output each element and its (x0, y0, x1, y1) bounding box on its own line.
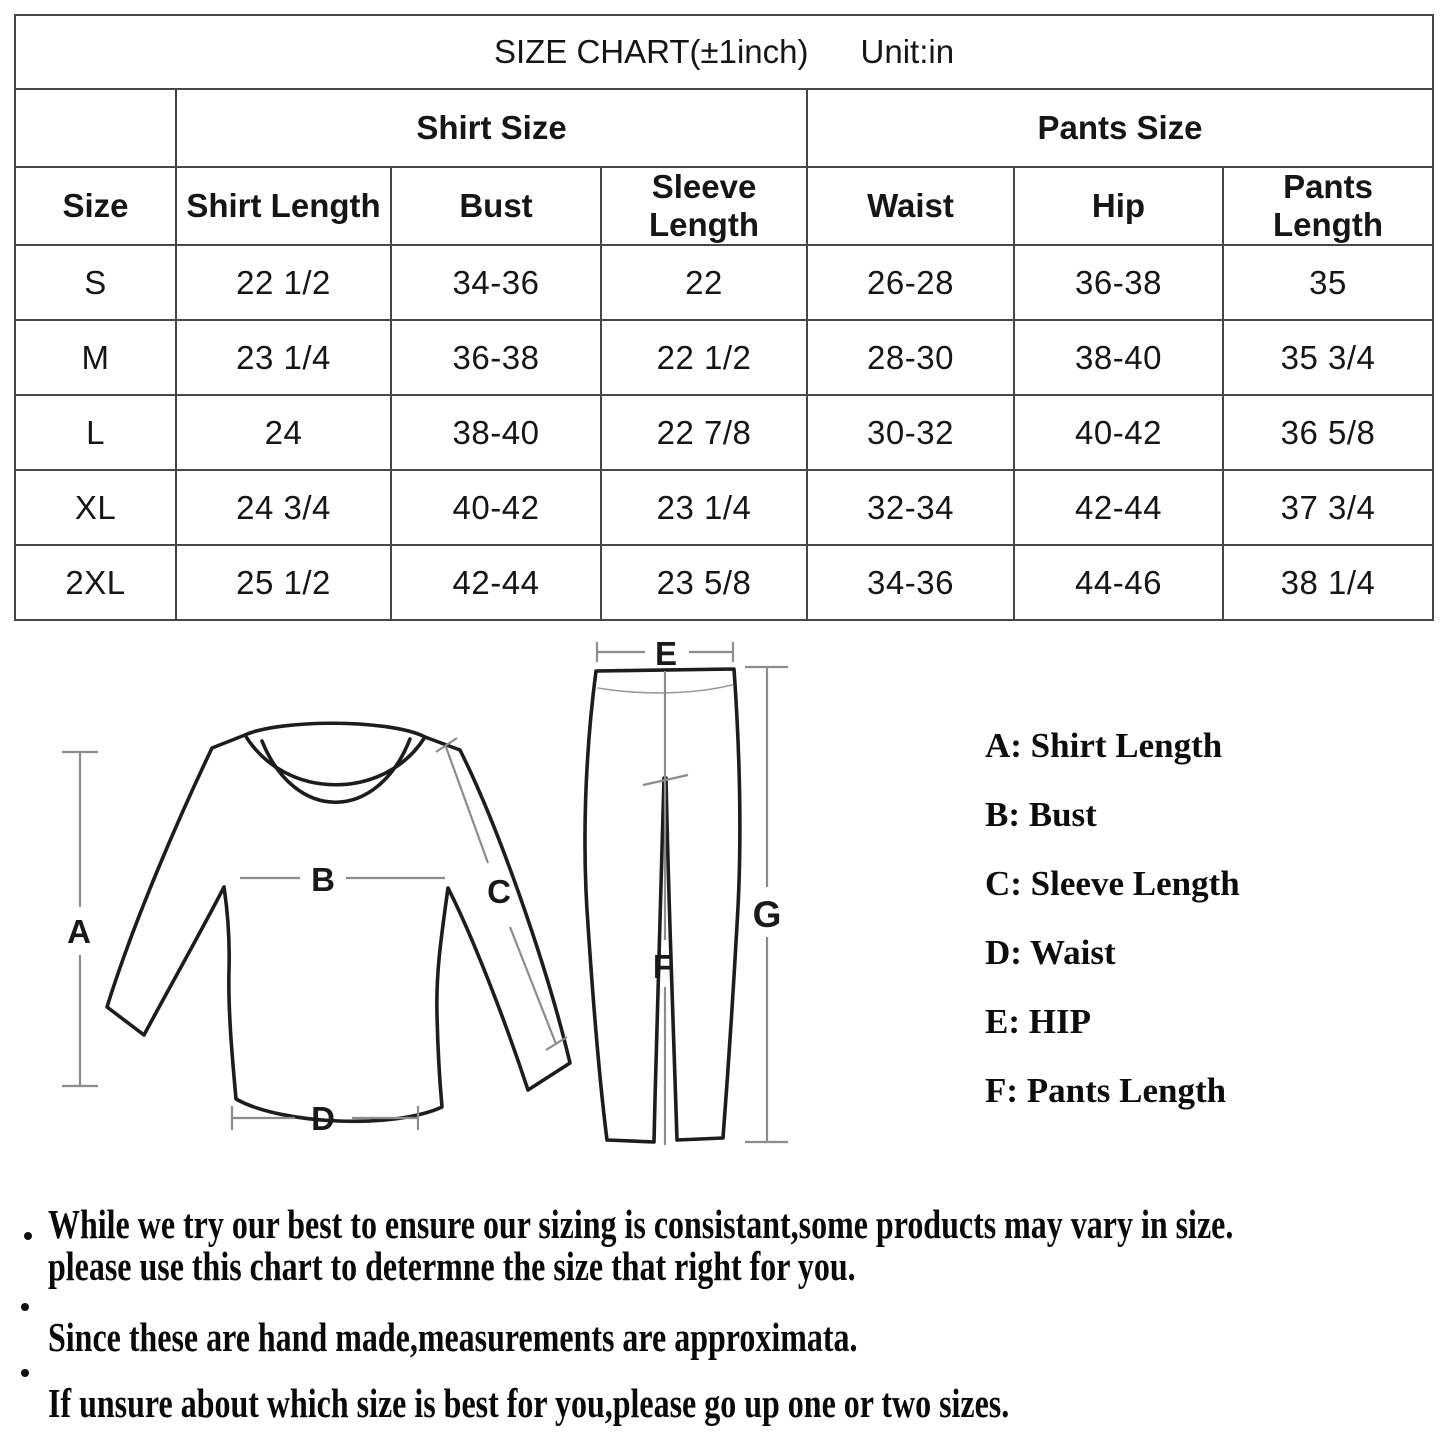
unit-label: Unit:in (860, 33, 955, 70)
col-header-bust: Bust (390, 166, 602, 246)
size-cell: L (14, 394, 177, 471)
value-cell: 24 3/4 (175, 469, 392, 546)
value-cell: 38-40 (1013, 319, 1224, 396)
bullet-icon (24, 1232, 32, 1240)
value-cell: 42-44 (1013, 469, 1224, 546)
value-cell: 24 (175, 394, 392, 471)
value-cell: 22 1/2 (175, 244, 392, 321)
bullet-icon (21, 1369, 29, 1377)
value-cell: 34-36 (390, 244, 602, 321)
value-cell: 26-28 (806, 244, 1015, 321)
size-cell: XL (14, 469, 177, 546)
diagram-label-g: G (753, 894, 782, 935)
value-cell: 36 5/8 (1221, 394, 1435, 471)
note-handmade: Since these are hand made,measurements a… (48, 1316, 1086, 1358)
diagram-label-f: F (653, 948, 673, 985)
column-header-row: Size Shirt Length Bust Sleeve Length Wai… (14, 166, 1435, 246)
value-cell: 30-32 (806, 394, 1015, 471)
diagram-label-a: A (67, 913, 91, 950)
table-title-row: SIZE CHART(±1inch) Unit:in (13, 14, 1435, 90)
value-cell: 22 (600, 244, 808, 321)
value-cell: 25 1/2 (175, 544, 392, 621)
col-header-shirt-length: Shirt Length (175, 166, 392, 246)
value-cell: 35 (1221, 244, 1435, 321)
diagram-label-d: D (311, 1100, 335, 1137)
col-header-pants-length: Pants Length (1221, 166, 1435, 246)
value-cell: 23 1/4 (600, 469, 808, 546)
value-cell: 37 3/4 (1221, 469, 1435, 546)
table-row: L 24 38-40 22 7/8 30-32 40-42 36 5/8 (14, 394, 1435, 471)
shirt-collar-inner-icon (260, 737, 412, 804)
table-row: XL 24 3/4 40-42 23 1/4 32-34 42-44 37 3/… (14, 469, 1435, 546)
legend-item-a: A: Shirt Length (985, 726, 1223, 765)
value-cell: 22 7/8 (600, 394, 808, 471)
note-line: Since these are hand made,measurements a… (48, 1314, 858, 1360)
value-cell: 40-42 (390, 469, 602, 546)
diagram-label-e: E (655, 635, 677, 672)
diagram-label-c: C (487, 873, 511, 910)
size-cell: S (14, 244, 177, 321)
value-cell: 34-36 (806, 544, 1015, 621)
table-row: 2XL 25 1/2 42-44 23 5/8 34-36 44-46 38 1… (14, 544, 1435, 621)
value-cell: 40-42 (1013, 394, 1224, 471)
group-header-row: Shirt Size Pants Size (14, 88, 1435, 168)
table-row: S 22 1/2 34-36 22 26-28 36-38 35 (14, 244, 1435, 321)
note-size-up: If unsure about which size is best for y… (48, 1382, 1280, 1424)
value-cell: 38-40 (390, 394, 602, 471)
value-cell: 28-30 (806, 319, 1015, 396)
legend-item-d: D: Waist (985, 933, 1116, 972)
note-line: please use this chart to determne the si… (48, 1243, 856, 1289)
pants-outline-icon (583, 667, 742, 1144)
legend-item-b: B: Bust (985, 795, 1097, 834)
shirt-collar-icon (243, 733, 427, 787)
value-cell: 35 3/4 (1221, 319, 1435, 396)
corner-empty-cell (14, 88, 177, 168)
col-header-waist: Waist (806, 166, 1015, 246)
value-cell: 38 1/4 (1221, 544, 1435, 621)
col-header-size: Size (14, 166, 177, 246)
legend-item-e: E: HIP (985, 1002, 1091, 1041)
bullet-icon (21, 1303, 29, 1311)
measure-line-f (642, 671, 689, 1145)
measurement-diagram: A B C D E F G (62, 635, 788, 1145)
size-cell: 2XL (14, 544, 177, 621)
value-cell: 23 5/8 (600, 544, 808, 621)
measure-line-g (745, 665, 788, 1144)
diagram-label-b: B (311, 861, 335, 898)
group-header-pants: Pants Size (805, 88, 1435, 168)
measurement-legend: A: Shirt Length B: Bust C: Sleeve Length… (985, 716, 1240, 1130)
table-title-cell: SIZE CHART(±1inch) Unit:in (13, 14, 1435, 90)
group-header-shirt: Shirt Size (175, 88, 808, 168)
table-row: M 23 1/4 36-38 22 1/2 28-30 38-40 35 3/4 (14, 319, 1435, 396)
measure-line-c (435, 737, 568, 1051)
value-cell: 44-46 (1013, 544, 1224, 621)
col-header-hip: Hip (1013, 166, 1224, 246)
value-cell: 42-44 (390, 544, 602, 621)
shirt-outline-icon (105, 721, 572, 1124)
value-cell: 23 1/4 (175, 319, 392, 396)
measure-line-a (62, 750, 98, 1088)
measure-line-e (595, 642, 735, 662)
page-title: SIZE CHART(±1inch) (493, 33, 809, 70)
measure-line-d (230, 1106, 420, 1130)
note-sizing-consistency: While we try our best to ensure our sizi… (48, 1203, 1445, 1287)
legend-item-f: F: Pants Length (985, 1071, 1227, 1110)
value-cell: 36-38 (1013, 244, 1224, 321)
note-line: While we try our best to ensure our sizi… (48, 1201, 1234, 1247)
size-cell: M (14, 319, 177, 396)
value-cell: 22 1/2 (600, 319, 808, 396)
note-line: If unsure about which size is best for y… (48, 1380, 1010, 1426)
value-cell: 36-38 (390, 319, 602, 396)
legend-item-c: C: Sleeve Length (985, 864, 1240, 903)
col-header-sleeve-length: Sleeve Length (600, 166, 808, 246)
size-chart-table: SIZE CHART(±1inch) Unit:in Shirt Size Pa… (13, 14, 1435, 621)
value-cell: 32-34 (806, 469, 1015, 546)
